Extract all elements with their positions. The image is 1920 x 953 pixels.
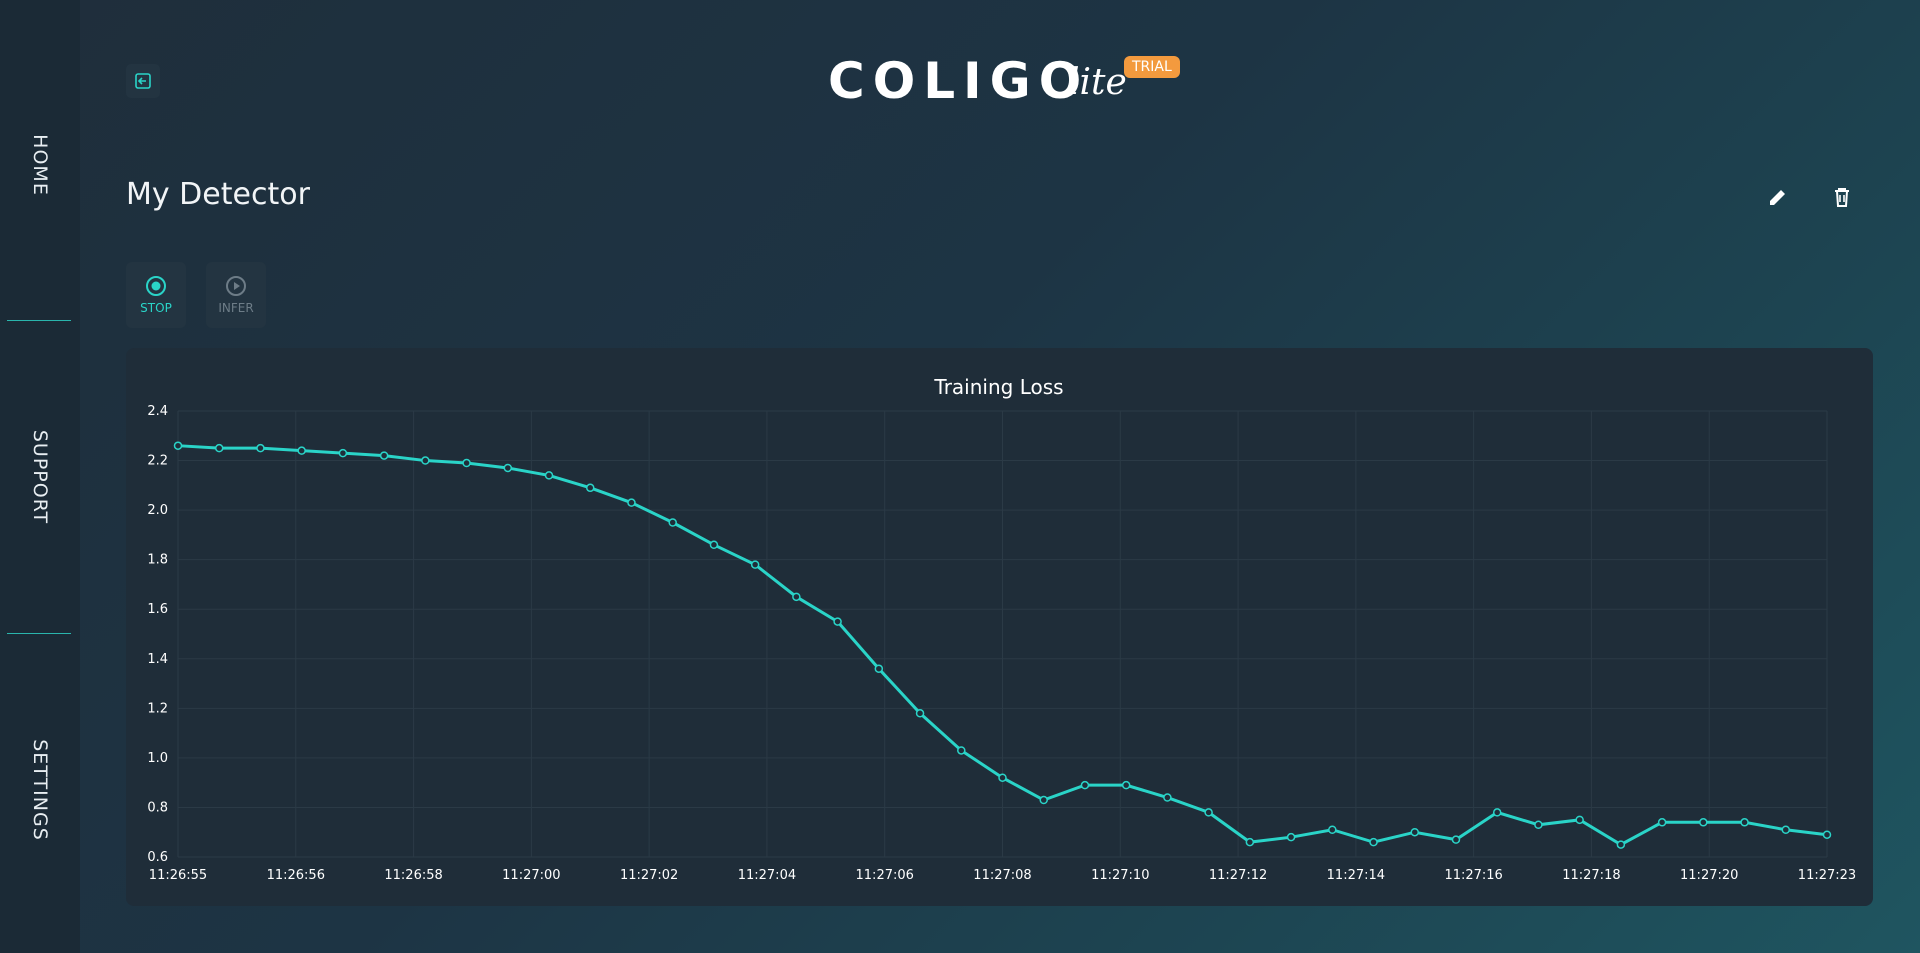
- point: [1657, 818, 1667, 827]
- point: [915, 709, 925, 718]
- y-tick-label: 1.4: [147, 652, 168, 667]
- y-tick-label: 1.2: [147, 701, 168, 716]
- point: [709, 540, 719, 550]
- point: [792, 592, 801, 602]
- y-tick-label: 2.4: [147, 404, 168, 419]
- point: [1822, 830, 1832, 839]
- stop-label: STOP: [140, 301, 172, 315]
- stop-icon: [146, 276, 166, 296]
- sidebar: HOME SUPPORT SETTINGS: [0, 0, 80, 953]
- x-tick-label: 11:27:18: [1562, 868, 1620, 883]
- x-tick-label: 11:27:16: [1444, 868, 1502, 883]
- x-tick-label: 11:27:02: [620, 868, 678, 883]
- back-button[interactable]: [126, 64, 160, 98]
- trial-badge: TRIAL: [1124, 56, 1180, 78]
- x-tick-label: 11:26:58: [384, 868, 442, 883]
- chart-title: Training Loss: [933, 375, 1063, 399]
- point: [1781, 825, 1791, 834]
- point: [338, 448, 348, 458]
- infer-button[interactable]: INFER: [206, 262, 266, 328]
- point: [173, 441, 183, 450]
- page-title: My Detector: [126, 177, 310, 212]
- logo-suffix: lite: [1068, 62, 1127, 103]
- infer-label: INFER: [218, 301, 254, 315]
- point: [1369, 837, 1378, 847]
- divider: [7, 633, 71, 634]
- x-tick-label: 11:26:56: [267, 868, 325, 883]
- point: [1410, 827, 1419, 837]
- y-tick-label: 2.0: [147, 503, 168, 518]
- nav-home[interactable]: HOME: [29, 134, 51, 196]
- y-tick-label: 2.2: [147, 454, 168, 469]
- point: [462, 458, 471, 468]
- x-tick-label: 11:27:12: [1209, 868, 1267, 883]
- back-icon: [135, 73, 151, 89]
- y-tick-label: 1.8: [147, 553, 168, 568]
- point: [1616, 840, 1626, 849]
- point: [421, 456, 430, 465]
- point: [1163, 793, 1172, 802]
- point: [1740, 818, 1749, 827]
- y-tick-label: 1.0: [147, 751, 168, 766]
- point: [586, 483, 595, 493]
- infer-icon: [226, 276, 246, 296]
- edit-icon[interactable]: [1766, 185, 1790, 209]
- point: [957, 746, 966, 755]
- stop-button[interactable]: STOP: [126, 262, 186, 328]
- divider: [7, 320, 71, 321]
- point: [1534, 820, 1543, 830]
- point: [1204, 808, 1213, 817]
- logo: COLIGO: [828, 52, 1090, 110]
- point: [833, 617, 842, 626]
- point: [627, 498, 636, 507]
- point: [1492, 808, 1502, 817]
- x-tick-label: 11:27:06: [856, 868, 914, 883]
- point: [503, 463, 513, 473]
- chart: Training Loss 0.6 0.8 1.0 1.2 1.4 1.6 1.8 2.0 2.…: [147, 375, 1856, 883]
- x-tick-label: 11:27:08: [973, 868, 1031, 883]
- point: [1080, 780, 1090, 790]
- nav-settings[interactable]: SETTINGS: [29, 739, 51, 841]
- point: [1575, 815, 1584, 825]
- y-tick-label: 1.6: [147, 602, 168, 617]
- point: [1245, 837, 1255, 847]
- point: [874, 664, 884, 673]
- x-tick-label: 11:27:14: [1327, 868, 1385, 883]
- point: [1286, 832, 1296, 842]
- y-tick-label: 0.8: [147, 800, 168, 815]
- point: [214, 443, 224, 453]
- point: [1699, 818, 1708, 827]
- x-tick-label: 11:27:00: [502, 868, 560, 883]
- x-tick-label: 11:27:04: [738, 868, 796, 883]
- x-tick-label: 11:27:10: [1091, 868, 1149, 883]
- x-tick-label: 11:27:20: [1680, 868, 1738, 883]
- point: [1121, 780, 1131, 790]
- point: [998, 773, 1007, 782]
- point: [297, 446, 306, 455]
- chart-card: Training Loss 0.6 0.8 1.0 1.2 1.4 1.6 1.8 2.0 2.…: [126, 348, 1873, 906]
- point: [668, 518, 677, 527]
- point: [379, 451, 389, 460]
- point: [1328, 825, 1337, 834]
- point: [544, 471, 554, 480]
- point: [1039, 795, 1048, 805]
- point: [1451, 835, 1461, 844]
- point: [750, 560, 760, 569]
- y-tick-label: 0.6: [147, 850, 168, 865]
- point: [256, 443, 265, 453]
- x-tick-label: 11:26:55: [149, 868, 207, 883]
- delete-icon[interactable]: [1830, 185, 1854, 209]
- x-tick-label: 11:27:23: [1798, 868, 1856, 883]
- nav-support[interactable]: SUPPORT: [29, 429, 51, 525]
